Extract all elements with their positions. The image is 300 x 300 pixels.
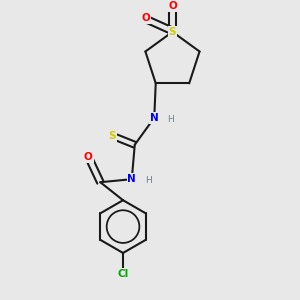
Text: N: N bbox=[150, 113, 159, 123]
Text: O: O bbox=[168, 2, 177, 11]
Text: O: O bbox=[142, 14, 151, 23]
Text: H: H bbox=[167, 115, 174, 124]
Text: S: S bbox=[169, 27, 176, 37]
Text: N: N bbox=[128, 174, 136, 184]
Text: H: H bbox=[145, 176, 152, 185]
Text: O: O bbox=[84, 152, 93, 162]
Text: S: S bbox=[109, 131, 116, 141]
Text: Cl: Cl bbox=[117, 269, 129, 279]
